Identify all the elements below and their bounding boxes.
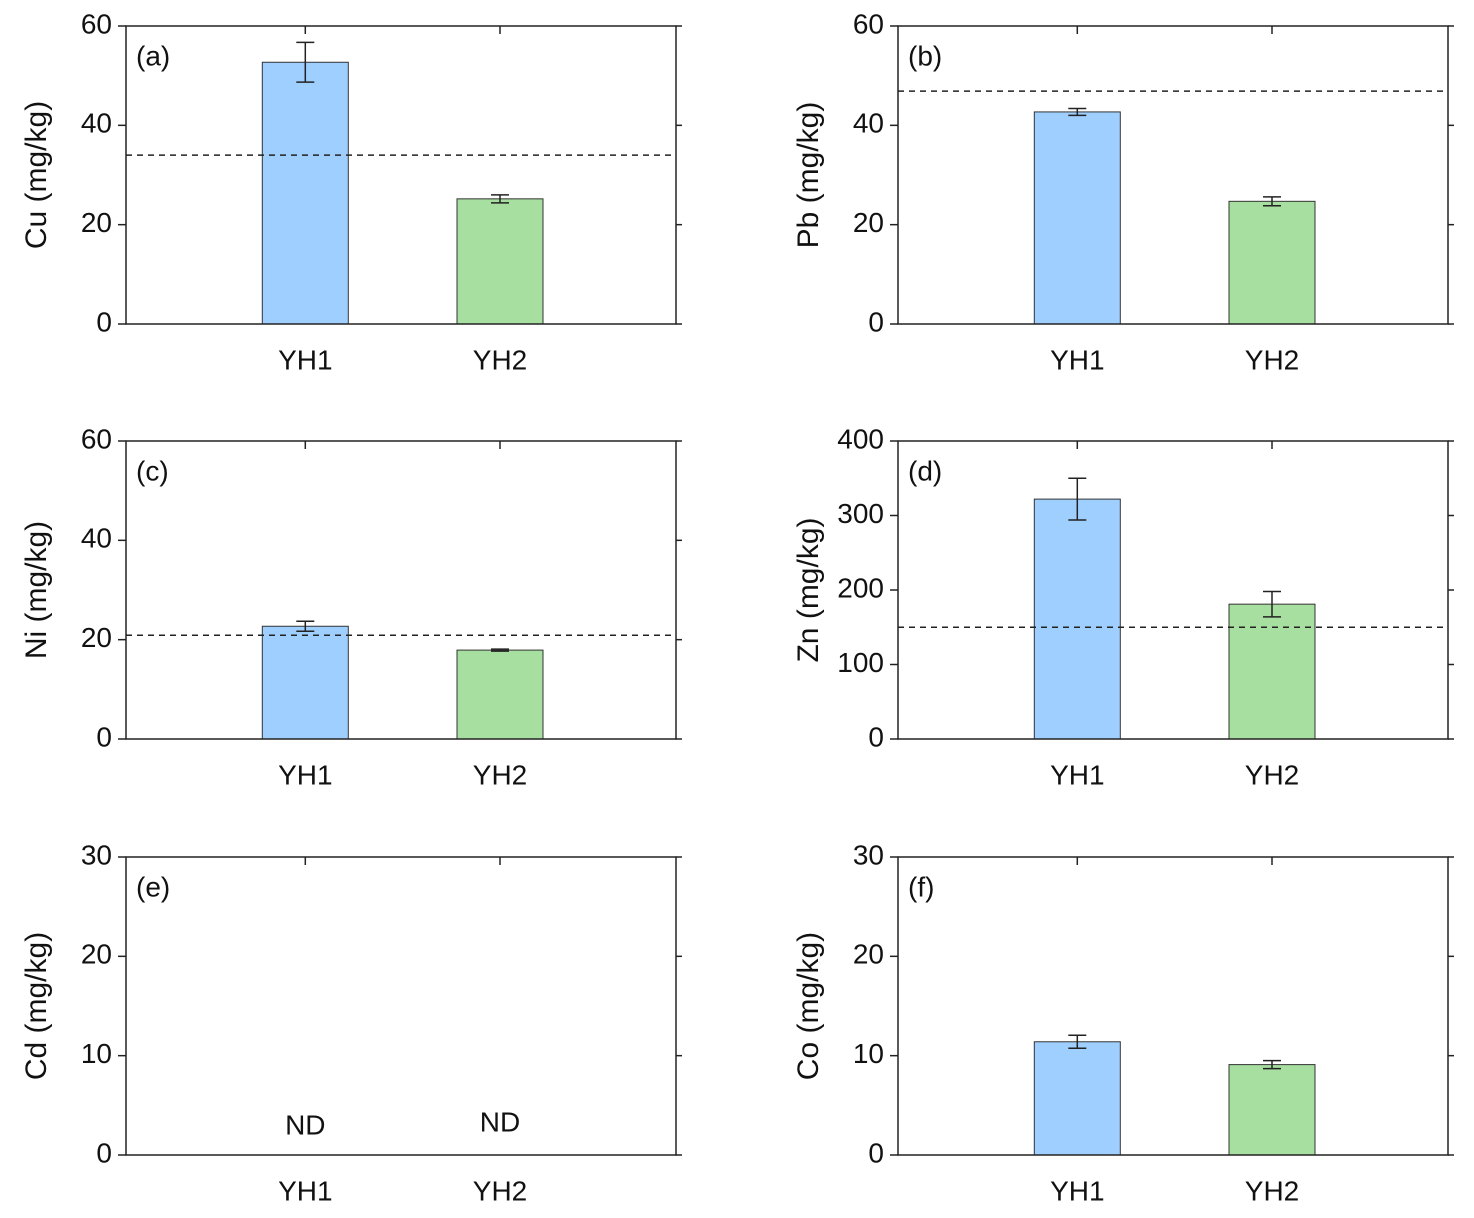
error-bar bbox=[1263, 1059, 1281, 1070]
y-axis-label: Co (mg/kg) bbox=[792, 932, 825, 1080]
y-tick-label: 0 bbox=[96, 721, 112, 752]
error-bar bbox=[1263, 196, 1281, 207]
x-tick-label: YH2 bbox=[473, 1175, 527, 1206]
panel: 0 20 40 60 YH1 YH2 (b) Pb (mg/kg) bbox=[792, 8, 1454, 375]
bar bbox=[1033, 498, 1121, 740]
error-bar bbox=[296, 620, 315, 632]
x-tick-label: YH1 bbox=[1050, 1175, 1104, 1206]
y-tick-label: 40 bbox=[81, 523, 112, 554]
panel-label: (a) bbox=[136, 40, 170, 71]
panel: 0 20 40 60 YH1 YH2 (c) Ni (mg/kg) bbox=[20, 423, 682, 790]
x-tick-label: YH1 bbox=[1050, 759, 1104, 790]
panel-label: (b) bbox=[908, 40, 942, 71]
y-tick-label: 20 bbox=[81, 207, 112, 238]
panel-label: (f) bbox=[908, 871, 934, 902]
x-tick-label: YH2 bbox=[473, 759, 527, 790]
y-tick-label: 10 bbox=[81, 1038, 112, 1069]
y-axis-label: Cd (mg/kg) bbox=[20, 932, 53, 1080]
y-tick-label: 60 bbox=[853, 8, 884, 39]
y-axis-label: Pb (mg/kg) bbox=[792, 102, 825, 249]
y-tick-label: 0 bbox=[868, 721, 884, 752]
x-tick-label: YH2 bbox=[1245, 759, 1299, 790]
y-tick-label: 10 bbox=[853, 1038, 884, 1069]
error-bar bbox=[491, 194, 509, 204]
panel: 0 10 20 30 YH1 YH2 (f) Co (mg/kg) bbox=[792, 839, 1454, 1206]
x-tick-label: YH2 bbox=[1245, 344, 1299, 375]
y-tick-label: 0 bbox=[868, 1137, 884, 1168]
bar bbox=[261, 625, 349, 740]
plot-frame bbox=[125, 856, 677, 1156]
x-tick-label: YH1 bbox=[1050, 344, 1104, 375]
plot-frame bbox=[125, 440, 677, 740]
y-tick-label: 60 bbox=[81, 423, 112, 454]
y-tick-label: 60 bbox=[81, 8, 112, 39]
panel-label: (d) bbox=[908, 455, 942, 486]
y-tick-label: 30 bbox=[81, 839, 112, 870]
y-tick-label: 20 bbox=[853, 207, 884, 238]
plot-frame bbox=[897, 856, 1449, 1156]
bar bbox=[261, 61, 349, 325]
plot-frame bbox=[125, 25, 677, 325]
x-tick-label: YH1 bbox=[278, 344, 332, 375]
error-bar bbox=[1068, 477, 1087, 521]
panel: 0 20 40 60 YH1 YH2 (a) Cu (mg/kg) bbox=[20, 8, 682, 375]
panel: 0 100 200 300 400 YH1 YH2 (d) Zn (mg/kg) bbox=[792, 423, 1454, 790]
error-bar bbox=[1263, 590, 1281, 618]
x-tick-label: YH1 bbox=[278, 1175, 332, 1206]
y-tick-label: 30 bbox=[853, 839, 884, 870]
bar bbox=[1228, 603, 1316, 740]
bar bbox=[456, 649, 544, 740]
y-axis-label: Ni (mg/kg) bbox=[20, 521, 53, 659]
plot-frame bbox=[897, 25, 1449, 325]
error-bar bbox=[1068, 1034, 1087, 1049]
value-label: ND bbox=[480, 1106, 520, 1137]
y-axis-label: Zn (mg/kg) bbox=[792, 517, 825, 662]
bar bbox=[1228, 200, 1316, 325]
y-tick-label: 40 bbox=[853, 108, 884, 139]
x-tick-label: YH2 bbox=[1245, 1175, 1299, 1206]
y-tick-label: 100 bbox=[837, 647, 884, 678]
y-tick-label: 300 bbox=[837, 498, 884, 529]
bar bbox=[456, 198, 544, 325]
y-tick-label: 40 bbox=[81, 108, 112, 139]
x-tick-label: YH2 bbox=[473, 344, 527, 375]
y-tick-label: 0 bbox=[96, 1137, 112, 1168]
y-tick-label: 400 bbox=[837, 423, 884, 454]
error-bar bbox=[1068, 107, 1087, 117]
y-tick-label: 20 bbox=[853, 939, 884, 970]
bar bbox=[1228, 1064, 1316, 1156]
y-axis-label: Cu (mg/kg) bbox=[20, 101, 53, 249]
y-tick-label: 0 bbox=[868, 306, 884, 337]
bar bbox=[1033, 111, 1121, 325]
error-bar bbox=[296, 41, 315, 83]
y-tick-label: 20 bbox=[81, 939, 112, 970]
y-tick-label: 200 bbox=[837, 572, 884, 603]
bar bbox=[1033, 1041, 1121, 1156]
x-tick-label: YH1 bbox=[278, 759, 332, 790]
y-tick-label: 20 bbox=[81, 622, 112, 653]
error-bar bbox=[491, 648, 509, 652]
panel-label: (c) bbox=[136, 455, 169, 486]
panel: ND ND 0 10 20 30 YH1 YH2 (e) Cd (mg/kg) bbox=[20, 839, 682, 1206]
panel-label: (e) bbox=[136, 871, 170, 902]
y-tick-label: 0 bbox=[96, 306, 112, 337]
plot-frame bbox=[897, 440, 1449, 740]
value-label: ND bbox=[285, 1109, 325, 1140]
